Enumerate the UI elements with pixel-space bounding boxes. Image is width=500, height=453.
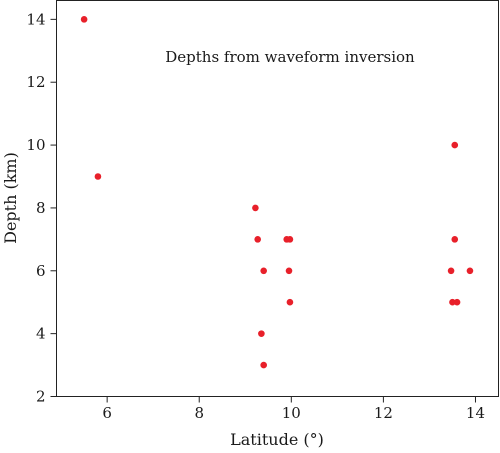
x-tick-label: 12	[374, 404, 393, 422]
data-point	[286, 298, 294, 306]
data-point	[80, 16, 88, 23]
x-axis-label: Latitude (°)	[230, 430, 324, 449]
x-tick-label: 10	[282, 404, 301, 422]
data-point	[466, 267, 474, 275]
y-tick-label: 12	[26, 73, 45, 91]
data-point	[449, 298, 456, 306]
data-points	[80, 16, 474, 369]
data-point	[285, 267, 293, 275]
data-point	[451, 236, 459, 243]
x-tick-label: 8	[194, 404, 204, 422]
data-point	[453, 298, 461, 306]
y-tick-label: 4	[36, 325, 46, 343]
y-tick-label: 8	[36, 199, 46, 217]
axis-ticks	[50, 18, 476, 403]
y-tick-label: 10	[26, 136, 45, 154]
data-point	[447, 267, 455, 275]
data-point	[94, 173, 102, 180]
x-tick-label: 14	[466, 404, 485, 422]
data-point	[252, 204, 259, 212]
chart-annotation: Depths from waveform inversion	[165, 48, 415, 66]
y-tick-label: 2	[36, 388, 46, 406]
data-point	[258, 330, 265, 337]
data-point	[260, 267, 267, 275]
plot-frame	[56, 0, 499, 397]
data-point	[254, 236, 262, 243]
data-point	[286, 236, 294, 243]
y-tick-label: 6	[36, 262, 46, 280]
y-tick-label: 14	[26, 10, 45, 28]
x-tick-label: 6	[102, 404, 112, 422]
tick-labels: 6 8 10 12 14 2 4 6 8 10 12 14	[26, 10, 485, 422]
data-point	[451, 141, 459, 149]
data-point	[260, 361, 267, 369]
y-axis-label: Depth (km)	[1, 152, 20, 244]
